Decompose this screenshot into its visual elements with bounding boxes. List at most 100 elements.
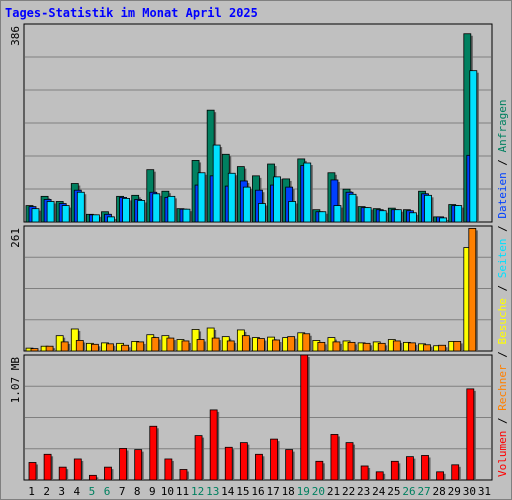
bar-volumen [119, 448, 127, 481]
x-tick-day: 28 [433, 485, 446, 498]
bar-seiten [333, 205, 342, 223]
bar-rechner [392, 340, 401, 352]
bar-seiten [439, 217, 448, 223]
bar-seiten [197, 172, 206, 223]
bar-rechner [90, 343, 99, 352]
x-tick-day: 31 [478, 485, 491, 498]
x-tick-day: 7 [119, 485, 126, 498]
x-tick-day: 14 [221, 485, 235, 498]
bar-seiten [137, 200, 146, 223]
bar-rechner [453, 341, 462, 352]
x-tick-day: 17 [266, 485, 279, 498]
bar-volumen [73, 458, 82, 481]
bar-seiten [318, 211, 327, 223]
legend-entry: Volumen [496, 431, 509, 477]
bar-rechner [257, 338, 265, 352]
bar-volumen [28, 462, 37, 481]
x-tick-day: 1 [28, 485, 35, 498]
x-tick-day: 29 [448, 485, 461, 498]
bar-volumen [451, 464, 460, 481]
bar-seiten [258, 203, 266, 223]
bar-volumen [406, 456, 414, 481]
bar-volumen [88, 474, 97, 481]
bar-volumen [209, 409, 218, 481]
bar-volumen [179, 469, 188, 481]
bar-rechner [106, 343, 114, 352]
bar-volumen [58, 466, 67, 481]
bar-rechner [302, 333, 311, 352]
legend-separator: / [496, 219, 509, 239]
x-tick-day: 12 [191, 485, 204, 498]
bar-volumen [43, 453, 52, 481]
x-tick-day: 8 [134, 485, 141, 498]
bar-rechner [181, 340, 190, 352]
x-tick-day: 30 [463, 485, 476, 498]
bar-rechner [196, 339, 205, 352]
bar-seiten [303, 162, 312, 223]
bar-seiten [454, 205, 463, 223]
bar-seiten [61, 205, 70, 223]
x-tick-day: 10 [161, 485, 174, 498]
bar-rechner [136, 341, 145, 352]
legend-separator: / [496, 411, 509, 431]
legend-entry: Besuche [496, 298, 509, 344]
bar-rechner [211, 337, 220, 352]
bar-volumen [390, 460, 399, 481]
bar-seiten [167, 195, 176, 223]
legend-entry: Seiten [496, 239, 509, 279]
y-max-label-traffic: 386 [9, 26, 22, 46]
bar-rechner [60, 341, 69, 352]
bar-seiten [91, 214, 100, 223]
bar-rechner [317, 341, 326, 352]
legend-entry: Anfragen [496, 99, 509, 152]
bar-volumen [345, 442, 354, 481]
legend-entry: Rechner [496, 364, 509, 411]
bar-rechner [347, 341, 356, 352]
bar-volumen [239, 442, 248, 481]
x-tick-day: 24 [372, 485, 386, 498]
bar-volumen [300, 354, 309, 481]
x-tick-day: 25 [387, 485, 400, 498]
bar-seiten [152, 193, 161, 223]
bar-seiten [76, 191, 85, 223]
bar-volumen [255, 453, 263, 481]
bar-volumen [149, 425, 158, 481]
bar-volumen [194, 435, 203, 481]
bar-seiten [242, 186, 251, 223]
bar-rechner [332, 341, 341, 352]
bar-seiten [363, 207, 372, 223]
bar-rechner [362, 342, 371, 352]
y-max-label-visits: 261 [9, 228, 22, 248]
x-tick-day: 22 [342, 485, 355, 498]
bar-besuche [70, 328, 79, 352]
x-tick-day: 11 [176, 485, 189, 498]
bar-rechner [75, 340, 84, 352]
bar-seiten [348, 193, 357, 223]
x-tick-day: 19 [297, 485, 310, 498]
x-tick-day: 27 [417, 485, 430, 498]
bar-seiten [46, 201, 55, 223]
bar-rechner [468, 227, 477, 352]
bar-volumen [224, 446, 233, 481]
legend-separator: / [496, 152, 509, 172]
bar-rechner [30, 348, 39, 352]
x-tick-day: 5 [89, 485, 96, 498]
legend-separator: / [496, 278, 509, 298]
x-tick-day: 21 [327, 485, 340, 498]
bar-rechner [408, 342, 416, 352]
bar-seiten [409, 212, 417, 223]
bar-volumen [104, 466, 112, 481]
x-tick-day: 26 [402, 485, 415, 498]
bar-rechner [166, 337, 175, 352]
bar-seiten [122, 198, 130, 223]
bar-rechner [45, 345, 54, 352]
x-tick-day: 6 [104, 485, 111, 498]
x-tick-day: 16 [251, 485, 264, 498]
bar-volumen [164, 458, 173, 481]
bar-rechner [226, 340, 235, 352]
bar-seiten [182, 208, 191, 223]
bar-volumen [285, 449, 294, 481]
bar-seiten [107, 216, 115, 223]
x-tick-day: 13 [206, 485, 219, 498]
